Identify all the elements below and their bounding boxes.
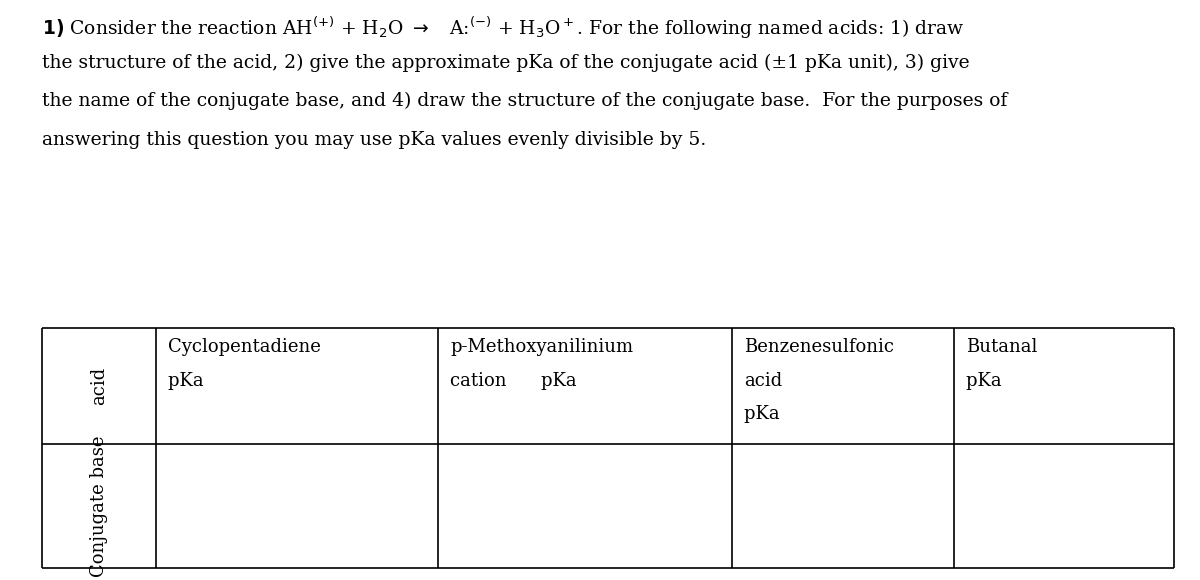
Text: Conjugate base: Conjugate base <box>90 436 108 577</box>
Text: Butanal: Butanal <box>966 338 1037 356</box>
Text: pKa: pKa <box>744 405 802 423</box>
Text: answering this question you may use pKa values evenly divisible by 5.: answering this question you may use pKa … <box>42 131 707 149</box>
Text: $\mathbf{1)}$ Consider the reaction AH$^{(+)}$ + H$_2$O $\rightarrow$   A:$^{(-): $\mathbf{1)}$ Consider the reaction AH$^… <box>42 14 965 41</box>
Text: pKa: pKa <box>966 372 1028 390</box>
Text: p-Methoxyanilinium: p-Methoxyanilinium <box>450 338 634 356</box>
Text: the name of the conjugate base, and 4) draw the structure of the conjugate base.: the name of the conjugate base, and 4) d… <box>42 92 1007 110</box>
Text: cation      pKa: cation pKa <box>450 372 604 390</box>
Text: acid: acid <box>90 367 108 405</box>
Text: Benzenesulfonic: Benzenesulfonic <box>744 338 894 356</box>
Text: the structure of the acid, 2) give the approximate pKa of the conjugate acid (±1: the structure of the acid, 2) give the a… <box>42 53 970 71</box>
Text: pKa: pKa <box>168 372 230 390</box>
Text: Cyclopentadiene: Cyclopentadiene <box>168 338 320 356</box>
Text: acid: acid <box>744 372 782 390</box>
